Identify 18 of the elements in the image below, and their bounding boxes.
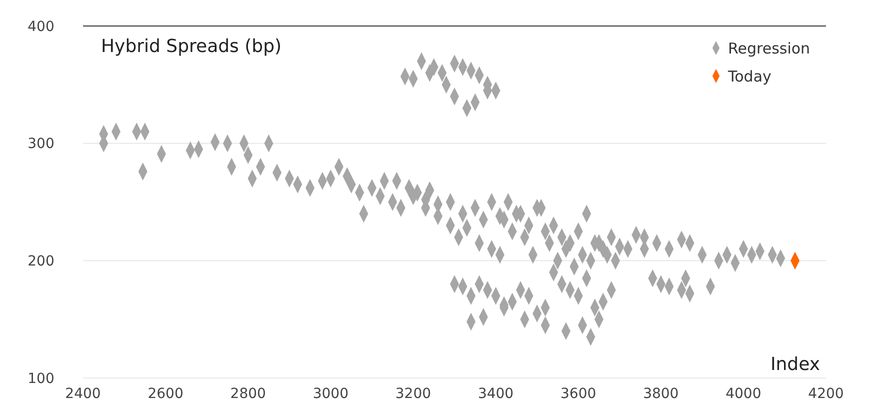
y-axis-title: Hybrid Spreads (bp) — [101, 36, 282, 57]
x-tick-label: 2600 — [148, 386, 184, 402]
x-tick-label: 2400 — [65, 386, 101, 402]
x-tick-label: 4000 — [726, 386, 762, 402]
y-tick-label: 400 — [28, 18, 54, 35]
x-tick-label: 2800 — [230, 386, 266, 402]
legend-label: Regression — [728, 39, 810, 58]
x-tick-label: 3600 — [560, 386, 596, 402]
x-tick-label: 3200 — [395, 386, 432, 402]
x-tick-label: 3800 — [643, 386, 679, 402]
x-axis-title: Index — [770, 354, 820, 375]
x-tick-label: 3400 — [478, 386, 514, 402]
y-tick-label: 300 — [28, 136, 54, 152]
x-tick-label: 4200 — [808, 386, 844, 402]
legend-label: Today — [727, 67, 772, 86]
x-tick-label: 3000 — [312, 386, 348, 402]
y-tick-label: 100 — [28, 370, 54, 387]
y-tick-label: 200 — [28, 254, 54, 270]
